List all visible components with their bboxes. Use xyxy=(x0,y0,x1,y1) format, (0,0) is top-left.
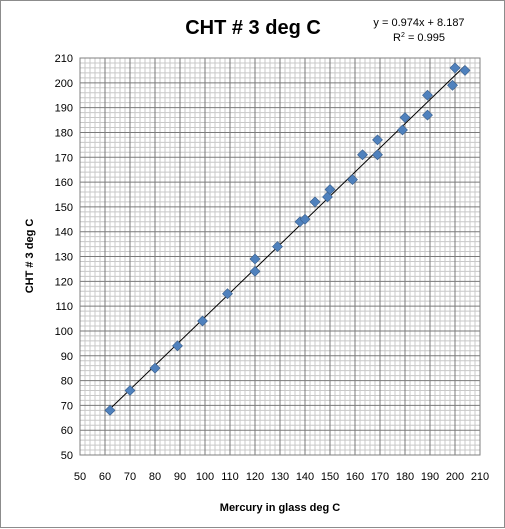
y-axis-tick-labels: 50 60 70 80 90 100 110 120 130 140 150 160 170 180 190… xyxy=(55,53,73,462)
x-tick-label: 200 xyxy=(446,471,464,483)
y-tick-label: 170 xyxy=(55,152,73,164)
data-point xyxy=(299,213,311,225)
data-point xyxy=(449,62,461,74)
y-tick-label: 70 xyxy=(61,400,73,412)
data-point xyxy=(124,385,136,396)
data-point xyxy=(249,265,261,277)
data-point xyxy=(309,196,321,208)
data-point xyxy=(459,64,471,76)
x-tick-label: 60 xyxy=(99,471,111,483)
data-point xyxy=(222,288,233,300)
data-point xyxy=(357,149,368,161)
trendline-equation: y = 0.974x + 8.187 xyxy=(373,17,464,29)
x-tick-label: 190 xyxy=(421,471,439,483)
data-point xyxy=(447,79,458,91)
y-tick-label: 50 xyxy=(61,450,73,462)
data-point xyxy=(397,124,408,136)
x-tick-label: 140 xyxy=(296,471,314,483)
data-point xyxy=(372,134,383,146)
y-tick-label: 100 xyxy=(55,326,73,338)
x-tick-label: 90 xyxy=(174,471,186,483)
y-tick-label: 110 xyxy=(55,301,73,313)
x-tick-label: 180 xyxy=(396,471,414,483)
x-tick-label: 100 xyxy=(196,471,214,483)
chart-title: CHT # 3 deg C xyxy=(185,17,321,39)
data-point xyxy=(422,109,433,121)
y-tick-label: 180 xyxy=(55,127,73,139)
y-tick-label: 160 xyxy=(55,177,73,189)
trendline-r-squared: R2 = 0.995 xyxy=(393,32,445,44)
data-points xyxy=(104,62,471,416)
y-tick-label: 120 xyxy=(55,276,73,288)
x-axis-title: Mercury in glass deg C xyxy=(220,502,340,514)
x-tick-label: 80 xyxy=(149,471,161,483)
data-point xyxy=(104,404,116,416)
data-point xyxy=(272,241,283,252)
y-tick-label: 200 xyxy=(55,78,73,90)
plot-area xyxy=(79,57,481,456)
y-tick-label: 150 xyxy=(55,202,73,214)
data-point xyxy=(149,362,161,374)
x-axis-tick-labels: 50 60 70 80 90 100 110 120 130 140 150 160 170 180 190… xyxy=(74,471,489,483)
x-tick-label: 210 xyxy=(471,471,489,483)
x-tick-label: 50 xyxy=(74,471,86,483)
y-tick-label: 140 xyxy=(55,227,73,239)
x-tick-label: 150 xyxy=(321,471,339,483)
x-tick-label: 120 xyxy=(246,471,264,483)
y-axis-title: CHT # 3 deg C xyxy=(24,219,36,294)
data-point xyxy=(324,184,336,195)
x-tick-label: 130 xyxy=(271,471,289,483)
x-tick-label: 170 xyxy=(371,471,389,483)
r-squared-value: = 0.995 xyxy=(405,32,445,44)
data-point xyxy=(372,149,383,161)
data-point xyxy=(422,89,433,101)
y-tick-label: 130 xyxy=(55,252,73,264)
y-tick-label: 80 xyxy=(61,376,73,388)
data-point xyxy=(197,315,208,327)
y-tick-label: 190 xyxy=(55,103,73,115)
x-tick-label: 70 xyxy=(124,471,136,483)
x-tick-label: 110 xyxy=(221,471,239,483)
y-tick-label: 210 xyxy=(55,53,73,65)
x-tick-label: 160 xyxy=(346,471,364,483)
data-point xyxy=(347,174,358,186)
r-squared-exponent: 2 xyxy=(401,32,405,39)
y-tick-label: 90 xyxy=(61,351,73,363)
data-point xyxy=(399,112,411,123)
data-point xyxy=(249,253,261,265)
data-point xyxy=(172,340,183,352)
r-squared-symbol: R xyxy=(393,32,401,44)
y-tick-label: 60 xyxy=(61,425,73,437)
trendline xyxy=(109,65,466,410)
